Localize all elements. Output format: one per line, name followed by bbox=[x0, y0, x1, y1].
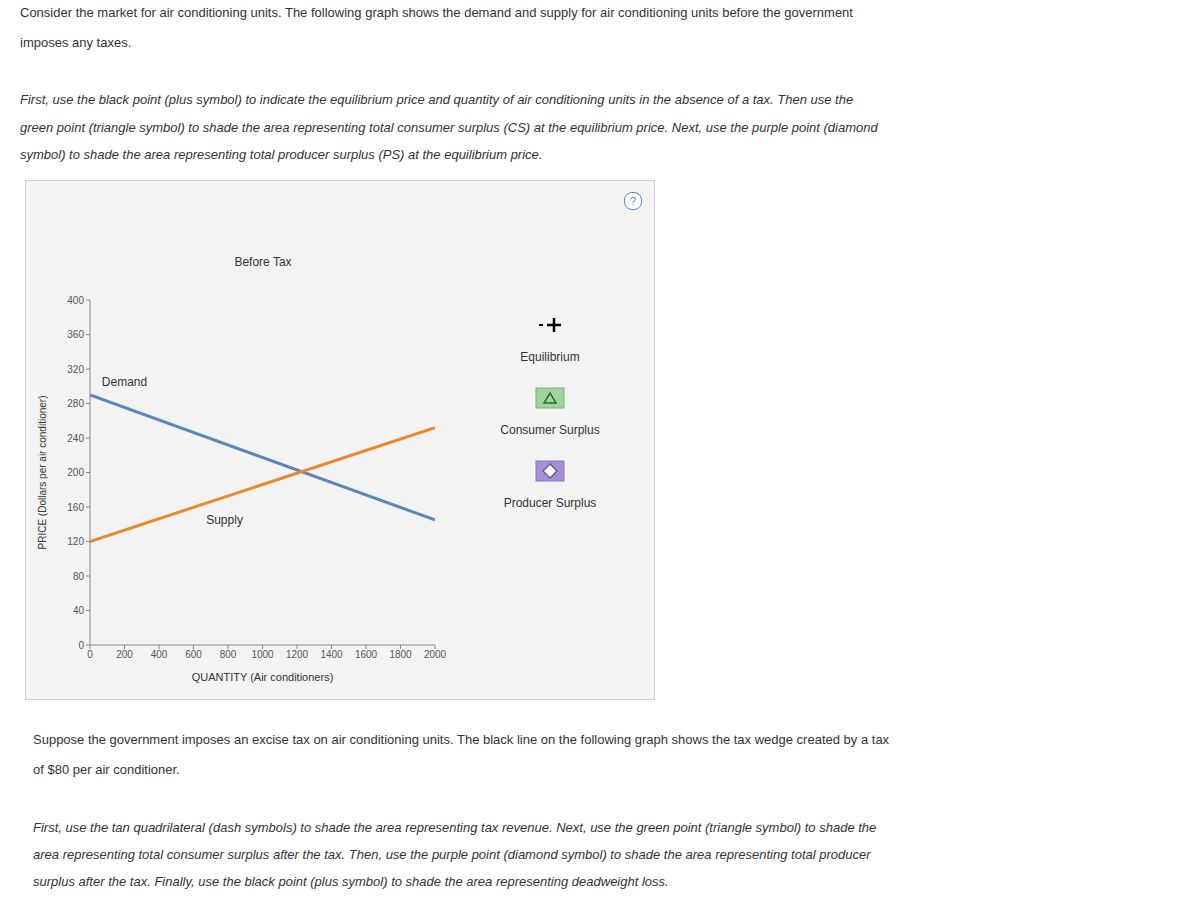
svg-text:0: 0 bbox=[87, 649, 93, 660]
svg-text:QUANTITY (Air conditioners): QUANTITY (Air conditioners) bbox=[192, 671, 334, 683]
svg-text:0: 0 bbox=[78, 640, 84, 651]
svg-text:800: 800 bbox=[220, 649, 237, 660]
svg-text:1600: 1600 bbox=[355, 649, 378, 660]
svg-text:600: 600 bbox=[185, 649, 202, 660]
svg-text:Demand: Demand bbox=[102, 375, 147, 389]
html-text:Suppose the government imposes: Suppose the government imposes an excise… bbox=[33, 732, 890, 747]
html-text:First, use the tan quadrilater: First, use the tan quadrilateral (dash s… bbox=[33, 820, 877, 835]
html-text:Producer Surplus: Producer Surplus bbox=[503, 496, 597, 510]
html-text:First, use the black point (pl: First, use the black point (plus symbol)… bbox=[20, 92, 854, 107]
svg-text:320: 320 bbox=[67, 364, 84, 375]
html-text:imposes any taxes.: imposes any taxes. bbox=[20, 35, 132, 50]
html-text:of $80 per air conditioner.: of $80 per air conditioner. bbox=[33, 762, 180, 777]
svg-text:PRICE (Dollars per air conditi: PRICE (Dollars per air conditioner) bbox=[37, 396, 48, 550]
svg-text:200: 200 bbox=[67, 467, 84, 478]
svg-text:1000: 1000 bbox=[251, 649, 274, 660]
svg-text:400: 400 bbox=[151, 649, 168, 660]
html-text:Equilibrium: Equilibrium bbox=[520, 350, 580, 364]
svg-text:360: 360 bbox=[67, 329, 84, 340]
svg-text:40: 40 bbox=[73, 605, 85, 616]
html-text:area representing total consum: area representing total consumer surplus… bbox=[33, 847, 871, 862]
html-text:Consumer Surplus: Consumer Surplus bbox=[500, 423, 600, 437]
svg-text:280: 280 bbox=[67, 398, 84, 409]
svg-text:240: 240 bbox=[67, 433, 84, 444]
svg-text:80: 80 bbox=[73, 571, 85, 582]
svg-text:120: 120 bbox=[67, 536, 84, 547]
svg-text:400: 400 bbox=[67, 295, 84, 306]
svg-text:200: 200 bbox=[116, 649, 133, 660]
svg-text:1800: 1800 bbox=[389, 649, 412, 660]
html-text:surplus after the tax. Finally: surplus after the tax. Finally, use the … bbox=[33, 874, 669, 889]
svg-text:1200: 1200 bbox=[286, 649, 309, 660]
html-text:Consider the market for air co: Consider the market for air conditioning… bbox=[20, 5, 853, 20]
svg-text:160: 160 bbox=[67, 502, 84, 513]
svg-text:1400: 1400 bbox=[320, 649, 343, 660]
html-text:green point (triangle symbol): green point (triangle symbol) to shade t… bbox=[20, 119, 878, 135]
svg-text:Supply: Supply bbox=[206, 513, 243, 527]
html-text:Before Tax: Before Tax bbox=[234, 255, 292, 269]
html-text:symbol) to shade the area repr: symbol) to shade the area representing t… bbox=[20, 147, 543, 162]
svg-text:2000: 2000 bbox=[424, 649, 447, 660]
